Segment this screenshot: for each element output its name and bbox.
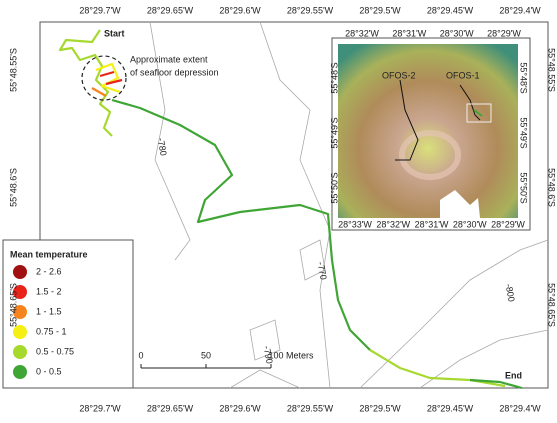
map: Mean temperature 2 - 2.6 1.5 - 2 1 - 1.5 0.… — [0, 0, 557, 418]
inset-top-label: 28°29'W — [487, 28, 521, 38]
legend-label: 2 - 2.6 — [36, 266, 62, 276]
inset-bottom-label: 28°31'W — [415, 219, 449, 229]
bottom-axis-label: 28°29.65'W — [147, 403, 194, 413]
right-axis-label: 55°48.6'S — [547, 168, 557, 207]
start-label: Start — [104, 28, 125, 38]
end-label: End — [505, 370, 522, 380]
legend-label: 0 - 0.5 — [36, 366, 62, 376]
legend-label: 0.75 - 1 — [36, 326, 67, 336]
legend-label: 1 - 1.5 — [36, 306, 62, 316]
top-axis-label: 28°29.55'W — [287, 5, 334, 15]
depression-label: Approximate extent — [130, 54, 208, 64]
left-axis-label: 55°48.6'S — [8, 168, 18, 207]
inset-track-label: OFOS-2 — [382, 70, 416, 80]
legend-title: Mean temperature — [10, 249, 88, 259]
top-axis-label: 28°29.7'W — [79, 5, 121, 15]
scale-label: 100 Meters — [268, 350, 314, 360]
inset-bottom-label: 28°29'W — [491, 219, 525, 229]
bottom-axis-label: 28°29.4'W — [499, 403, 541, 413]
inset-top-label: 28°32'W — [345, 28, 379, 38]
top-axis-label: 28°29.5'W — [359, 5, 401, 15]
depression-label: of seafloor depression — [130, 67, 219, 77]
top-axis-label: 28°29.65'W — [147, 5, 194, 15]
bottom-axis-label: 28°29.55'W — [287, 403, 334, 413]
inset-bottom-label: 28°32'W — [376, 219, 410, 229]
top-axis-label: 28°29.4'W — [499, 5, 541, 15]
inset-bottom-label: 28°33'W — [338, 219, 372, 229]
scale-label: 0 — [138, 350, 143, 360]
bottom-axis-label: 28°29.6'W — [219, 403, 261, 413]
inset-right-label: 55°49'S — [519, 117, 529, 148]
legend-label: 1.5 - 2 — [36, 286, 62, 296]
inset-right-label: 55°48'S — [519, 62, 529, 93]
inset-top-label: 28°31'W — [392, 28, 426, 38]
legend-swatch — [13, 265, 27, 279]
bottom-axis-label: 28°29.45'W — [427, 403, 474, 413]
inset-top-label: 28°30'W — [440, 28, 474, 38]
inset-track-label: OFOS-1 — [446, 70, 480, 80]
legend-swatch — [13, 365, 27, 379]
top-axis-label: 28°29.45'W — [427, 5, 474, 15]
legend: Mean temperature 2 - 2.6 1.5 - 2 1 - 1.5 0.… — [3, 240, 133, 388]
inset-left-label: 55°50'S — [329, 172, 339, 203]
legend-label: 0.5 - 0.75 — [36, 346, 74, 356]
right-axis-label: 55°48.55'S — [547, 48, 557, 92]
inset-right-label: 55°50'S — [519, 172, 529, 203]
bottom-axis-label: 28°29.5'W — [359, 403, 401, 413]
right-axis-label: 55°48.65'S — [547, 283, 557, 327]
scale-label: 50 — [201, 350, 211, 360]
inset-left-label: 55°48'S — [329, 62, 339, 93]
inset-left-label: 55°49'S — [329, 117, 339, 148]
inset-bottom-label: 28°30'W — [453, 219, 487, 229]
legend-swatch — [13, 345, 27, 359]
left-axis-label: 55°48.65'S — [8, 283, 18, 327]
bottom-axis-label: 28°29.7'W — [79, 403, 121, 413]
left-axis-label: 55°48.55'S — [8, 48, 18, 92]
inset — [332, 38, 530, 230]
top-axis-label: 28°29.6'W — [219, 5, 261, 15]
